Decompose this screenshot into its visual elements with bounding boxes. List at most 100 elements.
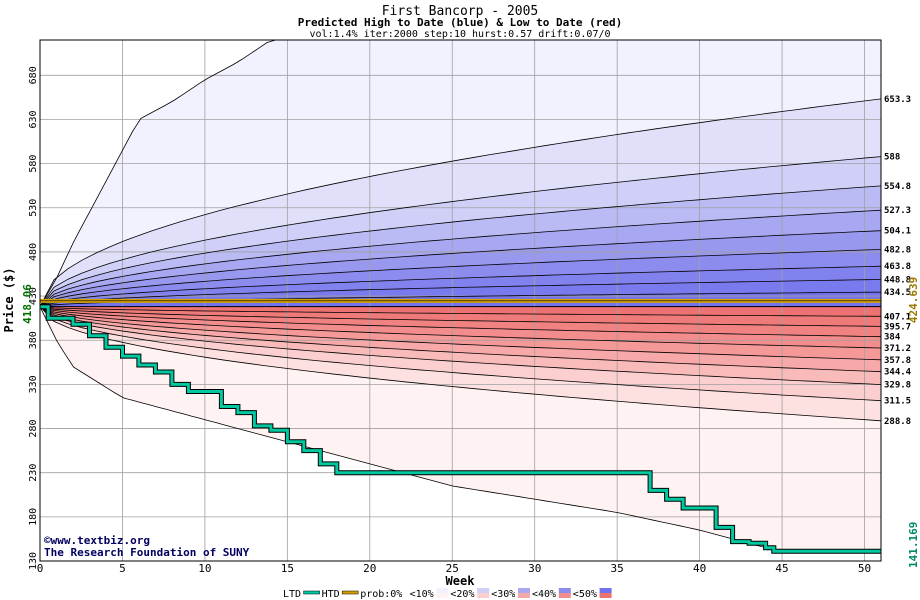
percentile-end-label: 407.1 [884,312,911,322]
low-band [40,306,881,553]
y-tick-label: 630 [28,110,39,128]
x-tick-label: 45 [775,562,788,575]
percentile-end-label: 395.7 [884,322,911,332]
low-band [40,306,881,360]
percentile-end-label: 527.3 [884,206,911,216]
y-axis-label: Price ($) [2,267,16,332]
percentile-end-label: 482.8 [884,245,911,255]
y-tick-label: 430 [28,287,39,305]
percentile-end-label: 384 [884,333,901,343]
legend-swatch [558,588,571,593]
high-band [40,98,881,307]
legend-label: <20% [450,589,474,600]
x-tick-label: 5 [119,562,126,575]
legend-label: <40% [532,589,556,600]
percentile-end-label: 311.5 [884,397,911,407]
legend-swatch [558,593,571,598]
high-percentile-line [39,209,882,307]
chart-title: First Bancorp - 2005 [382,4,539,19]
percentile-end-label: 371.2 [884,344,911,354]
low-band [40,306,881,421]
low-band [40,306,881,317]
high-band [40,185,881,307]
legend-swatch [436,593,449,598]
y-tick-label: 580 [28,155,39,173]
high-percentile-line [39,98,882,307]
legend-swatch [477,588,490,593]
high-percentile-line [39,230,882,307]
low-percentile-line [39,306,882,317]
x-tick-label: 25 [446,562,459,575]
legend-label: <10% [410,589,434,600]
percentile-end-label: 653.3 [884,95,911,105]
low-band [40,306,881,401]
legend: LTD HTD prob:0% <10% <20% <30% <40% <50% [283,588,612,600]
high-percentile-line [39,265,882,307]
legend-label: LTD [283,589,301,600]
high-percentile-line [39,156,882,307]
actual-low-line [40,305,881,553]
x-tick-label: 15 [281,562,294,575]
high-band [40,266,881,307]
percentile-end-label: 344.4 [884,368,912,378]
current-price-label: 424.639 [907,277,920,323]
percentile-end-label: 288.8 [884,417,911,427]
low-band [40,306,881,348]
start-price-label: 418.06 [21,284,34,324]
low-band [40,306,881,372]
x-tick-label: 0 [37,562,44,575]
high-band [40,210,881,307]
legend-swatch [599,593,612,598]
last-low-label: 141.169 [907,522,920,568]
legend-swatch [518,588,530,593]
chart-params: vol:1.4% iter:2000 step:10 hurst:0.57 dr… [309,29,610,40]
x-tick-label: 40 [693,562,706,575]
chart-subtitle: Predicted High to Date (blue) & Low to D… [298,16,623,29]
low-band [40,306,881,337]
percentile-end-label: 448.8 [884,275,911,285]
end-labels: 653.3 588 554.8 527.3 504.1 482.8 463.8 448.8 43… [884,95,912,427]
percentile-lines [39,39,882,553]
high-band [40,230,881,307]
y-tick-label: 230 [28,464,39,482]
low-percentile-line [39,306,882,338]
x-tick-label: 10 [198,562,211,575]
low-percentile-line [39,306,882,402]
low-percentile-line [39,306,882,373]
credit-line-2: The Research Foundation of SUNY [44,546,250,559]
x-axis-label: Week [446,574,476,588]
x-tick-label: 50 [858,562,871,575]
legend-swatch [303,590,320,595]
axes: 0 5 10 15 20 25 30 35 40 45 50 130 180 230 280 330 380 43… [28,66,871,575]
y-tick-label: 530 [28,199,39,217]
high-percentile-line [39,249,882,307]
x-tick-label: 35 [611,562,624,575]
low-percentile-line [39,306,882,422]
credit-line-1: ©www.textbiz.org [44,534,150,547]
high-band [40,279,881,307]
low-percentile-line [39,306,882,385]
series-layer [40,298,881,554]
percentile-bands [40,40,881,553]
x-tick-label: 20 [363,562,376,575]
high-band [40,156,881,307]
legend-label: prob:0% [360,589,402,600]
y-tick-label: 180 [28,508,39,526]
legend-swatch [518,593,530,598]
legend-swatch [477,593,490,598]
high-band [40,40,881,307]
low-percentile-line [39,306,882,361]
low-percentile-line [39,306,882,349]
percentile-end-label: 357.8 [884,356,911,366]
high-percentile-line [39,185,882,307]
legend-label: <30% [491,589,515,600]
percentile-end-label: 588 [884,153,900,163]
legend-label: <50% [573,589,597,600]
y-tick-label: 280 [28,420,39,438]
y-tick-label: 330 [28,375,39,393]
legend-label: HTD [322,589,340,600]
low-percentile-line [39,306,882,327]
percentile-end-label: 463.8 [884,262,911,272]
y-tick-label: 680 [28,66,39,84]
